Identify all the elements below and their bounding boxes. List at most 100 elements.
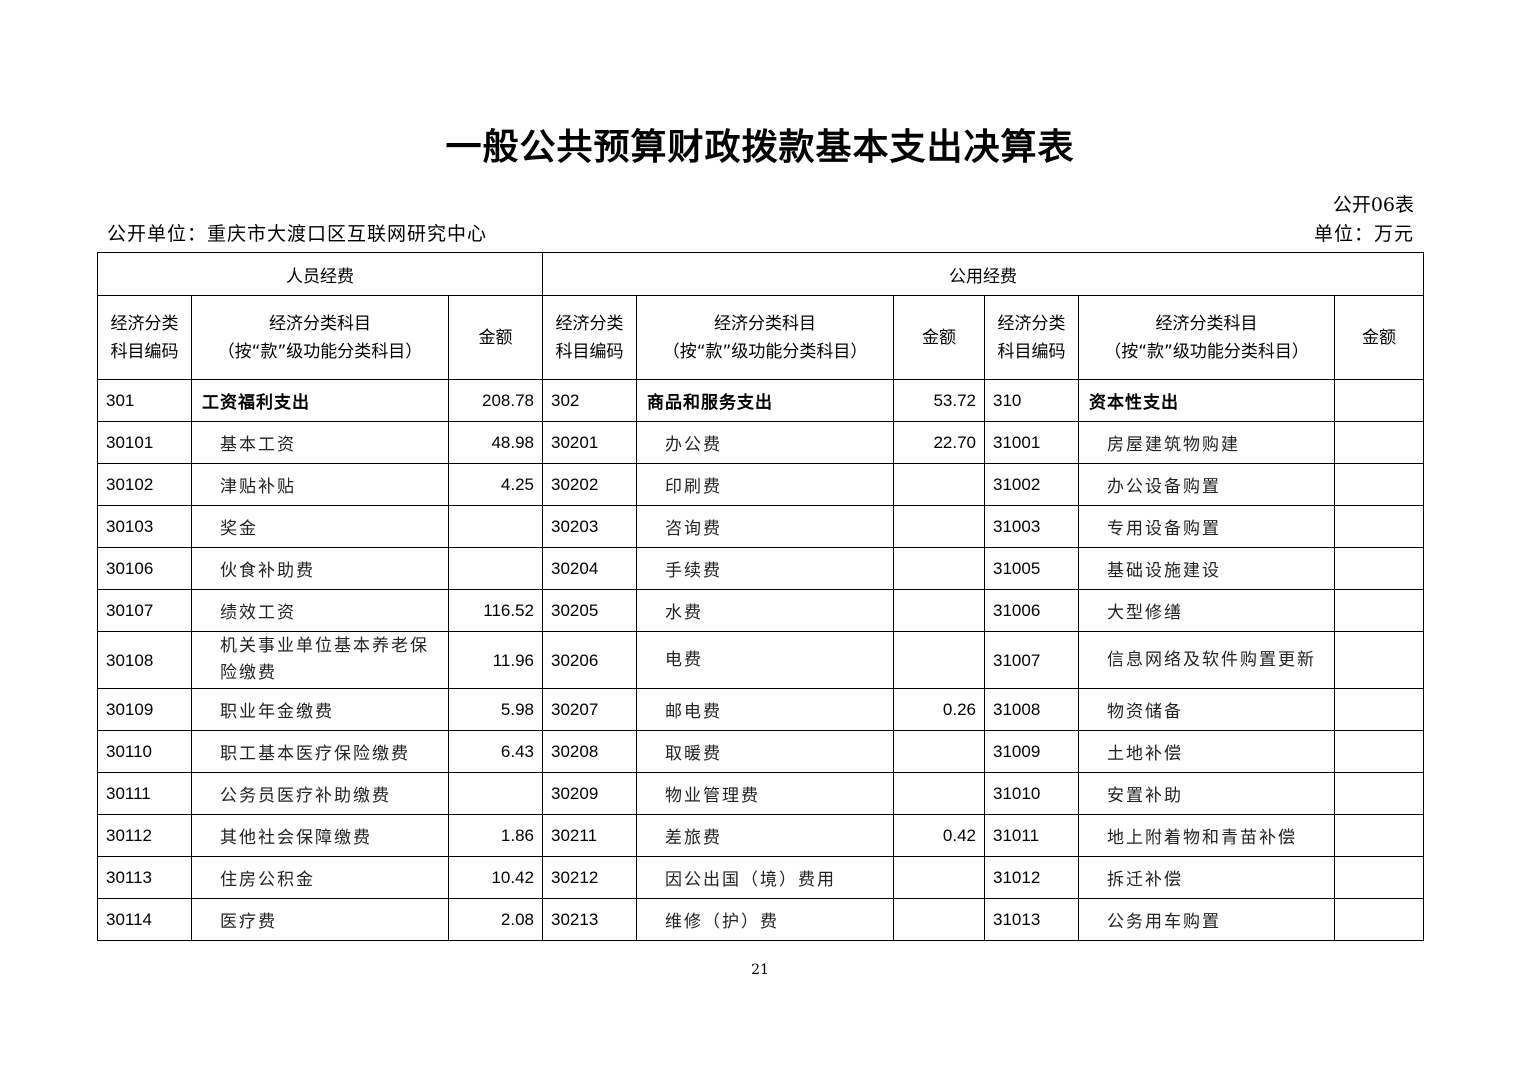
code-cell: 301 xyxy=(97,379,192,422)
amount-cell xyxy=(447,505,544,548)
code-cell: 31013 xyxy=(984,898,1080,941)
amount-header: 金额 xyxy=(1334,295,1425,380)
code-cell: 30107 xyxy=(97,589,192,632)
subject-cell: 津贴补贴 xyxy=(191,463,449,506)
code-cell: 31006 xyxy=(984,589,1080,632)
code-cell: 30213 xyxy=(542,898,638,941)
amount-cell: 11.96 xyxy=(447,631,544,689)
subject-cell: 住房公积金 xyxy=(191,856,449,899)
code-cell: 30106 xyxy=(97,547,192,590)
amount-cell: 10.42 xyxy=(447,856,544,899)
subject-cell: 资本性支出 xyxy=(1078,379,1336,422)
code-cell: 31002 xyxy=(984,463,1080,506)
subject-cell: 手续费 xyxy=(636,547,895,590)
group-header-row: 人员经费 公用经费 xyxy=(96,252,1425,296)
amount-cell: 4.25 xyxy=(447,463,544,506)
subject-cell: 伙食补助费 xyxy=(191,547,449,590)
amount-cell xyxy=(893,505,986,548)
amount-cell: 0.42 xyxy=(893,814,986,857)
code-cell: 30202 xyxy=(542,463,638,506)
amount-cell xyxy=(1334,730,1425,773)
subject-cell: 职业年金缴费 xyxy=(191,688,449,731)
subject-cell: 其他社会保障缴费 xyxy=(191,814,449,857)
amount-cell xyxy=(893,589,986,632)
code-cell: 30212 xyxy=(542,856,638,899)
code-cell: 30207 xyxy=(542,688,638,731)
subject-cell: 咨询费 xyxy=(636,505,895,548)
amount-cell xyxy=(893,898,986,941)
table-row: 30114 医疗费 2.08 30213 维修（护）费 31013 公务用车购置 xyxy=(97,898,1425,941)
code-cell: 31001 xyxy=(984,421,1080,464)
code-cell: 30209 xyxy=(542,772,638,815)
code-header-line: 科目编码 xyxy=(110,341,179,362)
subject-cell: 大型修缮 xyxy=(1078,589,1336,632)
table-row: 30106 伙食补助费 30204 手续费 31005 基础设施建设 xyxy=(97,547,1425,590)
code-cell: 31009 xyxy=(984,730,1080,773)
table-row: 301 工资福利支出 208.78 302 商品和服务支出 53.72 310 资本性支出 xyxy=(97,379,1425,422)
amount-cell xyxy=(893,547,986,590)
code-cell: 310 xyxy=(984,379,1080,422)
amount-cell: 1.86 xyxy=(447,814,544,857)
code-cell: 31011 xyxy=(984,814,1080,857)
subject-cell: 拆迁补偿 xyxy=(1078,856,1336,899)
amount-cell xyxy=(1334,688,1425,731)
subject-header-line: （按“款”级功能分类科目） xyxy=(662,341,868,362)
code-header-line: 经济分类 xyxy=(555,313,624,334)
subject-cell: 印刷费 xyxy=(636,463,895,506)
code-cell: 31010 xyxy=(984,772,1080,815)
reporting-unit: 公开单位：重庆市大渡口区互联网研究中心 xyxy=(107,223,488,245)
code-header-line: 科目编码 xyxy=(555,341,624,362)
subject-cell: 公务用车购置 xyxy=(1078,898,1336,941)
column-header-row: 经济分类 科目编码 经济分类科目 （按“款”级功能分类科目） 金额 经济分类 科目编码 经济分… xyxy=(97,295,1425,380)
code-cell: 31008 xyxy=(984,688,1080,731)
subject-cell: 工资福利支出 xyxy=(191,379,449,422)
subject-cell: 取暖费 xyxy=(636,730,895,773)
table-row: 30112 其他社会保障缴费 1.86 30211 差旅费 0.42 31011 地上附着物和… xyxy=(97,814,1425,857)
subject-cell: 物资储备 xyxy=(1078,688,1336,731)
code-header: 经济分类 科目编码 xyxy=(984,295,1080,380)
subject-header-line: 经济分类科目 xyxy=(1155,313,1258,334)
code-cell: 302 xyxy=(542,379,638,422)
amount-cell: 6.43 xyxy=(447,730,544,773)
amount-cell xyxy=(893,631,986,689)
code-cell: 30201 xyxy=(542,421,638,464)
table-row: 30108 机关事业单位基本养老保险缴费 11.96 30206 电费 31007 信息网络… xyxy=(97,631,1425,689)
amount-cell: 208.78 xyxy=(447,379,544,422)
code-header: 经济分类 科目编码 xyxy=(542,295,638,380)
subject-cell: 基本工资 xyxy=(191,421,449,464)
table-row: 30103 奖金 30203 咨询费 31003 专用设备购置 xyxy=(97,505,1425,548)
code-cell: 30111 xyxy=(97,772,192,815)
code-cell: 31007 xyxy=(984,631,1080,689)
amount-cell xyxy=(893,730,986,773)
subject-header-line: 经济分类科目 xyxy=(714,313,817,334)
subject-cell: 物业管理费 xyxy=(636,772,895,815)
subject-cell: 地上附着物和青苗补偿 xyxy=(1078,814,1336,857)
subject-header: 经济分类科目 （按“款”级功能分类科目） xyxy=(1078,295,1336,380)
code-cell: 30110 xyxy=(97,730,192,773)
code-cell: 30208 xyxy=(542,730,638,773)
subject-cell: 奖金 xyxy=(191,505,449,548)
code-cell: 30204 xyxy=(542,547,638,590)
page-number: 21 xyxy=(751,962,769,978)
amount-cell xyxy=(447,547,544,590)
amount-cell xyxy=(1334,421,1425,464)
amount-cell xyxy=(1334,505,1425,548)
code-cell: 30108 xyxy=(97,631,192,689)
code-cell: 30205 xyxy=(542,589,638,632)
subject-cell: 因公出国（境）费用 xyxy=(636,856,895,899)
currency-unit: 单位：万元 xyxy=(1313,223,1414,245)
table-row: 30101 基本工资 48.98 30201 办公费 22.70 31001 房屋建筑物购建 xyxy=(97,421,1425,464)
amount-cell: 2.08 xyxy=(447,898,544,941)
subject-cell: 土地补偿 xyxy=(1078,730,1336,773)
code-header-line: 经济分类 xyxy=(110,313,179,334)
subject-cell: 维修（护）费 xyxy=(636,898,895,941)
subject-cell: 办公设备购置 xyxy=(1078,463,1336,506)
code-cell: 30112 xyxy=(97,814,192,857)
subject-header: 经济分类科目 （按“款”级功能分类科目） xyxy=(636,295,895,380)
amount-cell xyxy=(1334,463,1425,506)
code-header: 经济分类 科目编码 xyxy=(97,295,192,380)
table-row: 30107 绩效工资 116.52 30205 水费 31006 大型修缮 xyxy=(97,589,1425,632)
subject-cell: 公务员医疗补助缴费 xyxy=(191,772,449,815)
amount-cell xyxy=(1334,631,1425,689)
public-header: 公用经费 xyxy=(542,252,1425,296)
